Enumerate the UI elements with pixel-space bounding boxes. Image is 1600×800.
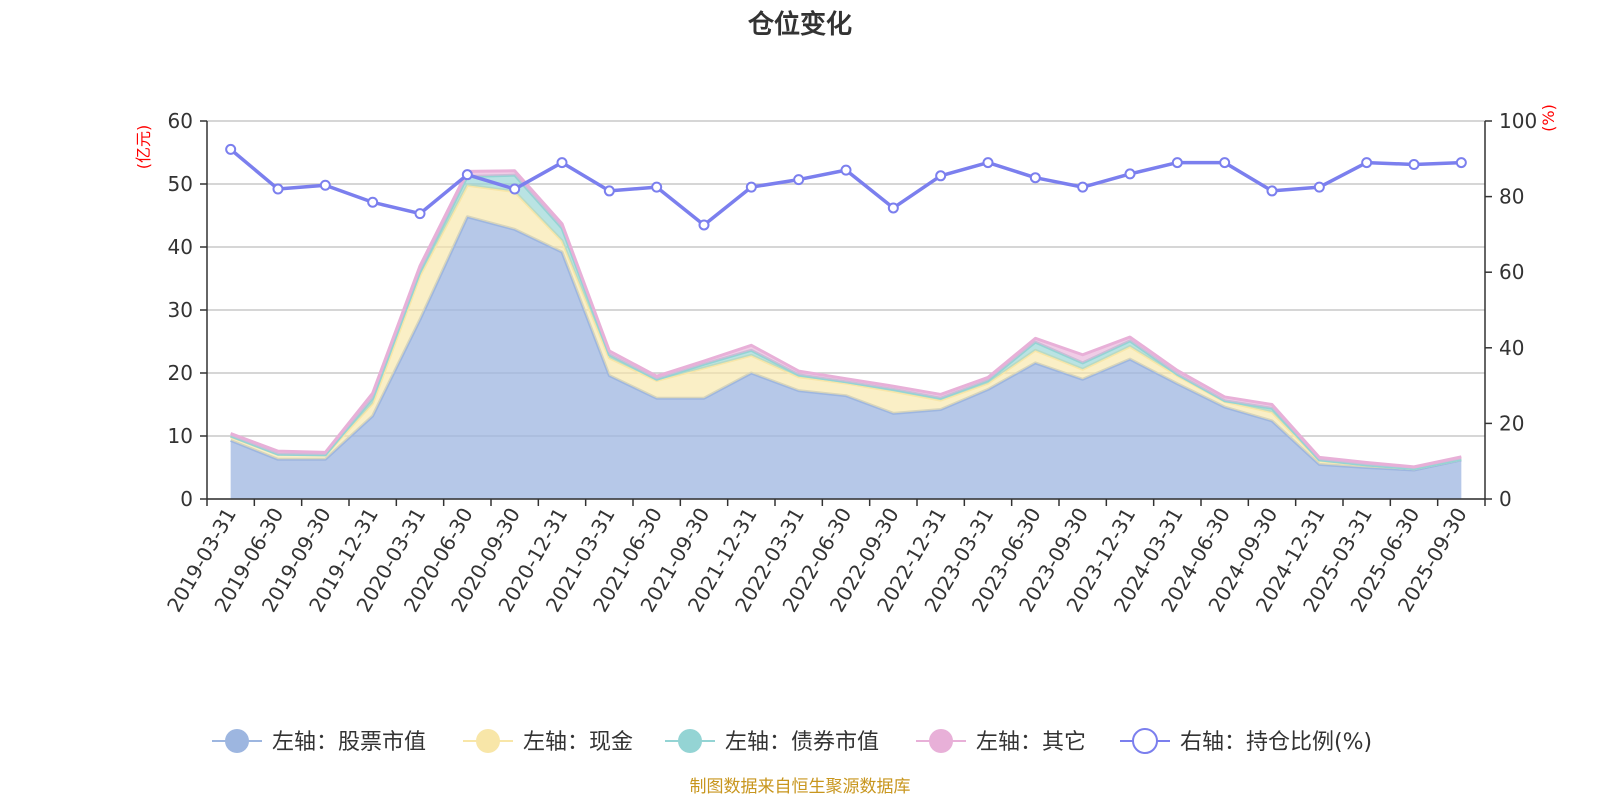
- legend-label: 左轴：股票市值: [272, 730, 426, 755]
- legend-marker: [678, 729, 702, 753]
- legend-label: 左轴：其它: [976, 730, 1086, 755]
- left-tick-label: 50: [168, 172, 193, 196]
- position-chart: 仓位变化 01020304050600204060801002019-03-31…: [0, 0, 1600, 800]
- legend-label: 右轴：持仓比例(%): [1180, 730, 1372, 755]
- right-tick-label: 0: [1499, 487, 1512, 511]
- ratio-point: [1126, 169, 1135, 178]
- left-tick-label: 30: [168, 298, 193, 322]
- left-tick-label: 40: [168, 235, 193, 259]
- area-1: [231, 217, 1462, 499]
- ratio-point: [416, 209, 425, 218]
- left-axis-unit: (亿元): [134, 125, 153, 170]
- ratio-point: [1268, 186, 1277, 195]
- ratio-point: [463, 170, 472, 179]
- ratio-point: [1220, 158, 1229, 167]
- left-tick-label: 10: [168, 424, 193, 448]
- right-tick-label: 60: [1499, 260, 1524, 284]
- ratio-point: [1457, 158, 1466, 167]
- ratio-point: [936, 171, 945, 180]
- left-tick-label: 0: [180, 487, 193, 511]
- ratio-point: [558, 158, 567, 167]
- holding-ratio-line: [226, 145, 1466, 230]
- ratio-point: [1315, 183, 1324, 192]
- ratio-point: [605, 186, 614, 195]
- ratio-point: [700, 220, 709, 229]
- axes: 01020304050600204060801002019-03-312019-…: [162, 109, 1537, 616]
- ratio-point: [368, 198, 377, 207]
- ratio-point: [226, 145, 235, 154]
- ratio-point: [1362, 158, 1371, 167]
- legend-marker: [929, 729, 953, 753]
- left-tick-label: 20: [168, 361, 193, 385]
- legend-label: 左轴：现金: [523, 730, 633, 755]
- right-axis-unit: (%): [1539, 104, 1558, 132]
- ratio-point: [1031, 173, 1040, 182]
- ratio-point: [652, 183, 661, 192]
- right-tick-label: 80: [1499, 185, 1524, 209]
- right-tick-label: 20: [1499, 411, 1524, 435]
- ratio-point: [794, 175, 803, 184]
- ratio-point: [984, 158, 993, 167]
- right-tick-label: 40: [1499, 336, 1524, 360]
- legend-label: 左轴：债券市值: [725, 730, 879, 755]
- ratio-point: [1173, 158, 1182, 167]
- ratio-point: [1410, 160, 1419, 169]
- ratio-point: [842, 166, 851, 175]
- legend-marker: [476, 729, 500, 753]
- chart-title: 仓位变化: [747, 9, 852, 40]
- legend-marker: [225, 729, 249, 753]
- ratio-point: [274, 185, 283, 194]
- data-source-note: 制图数据来自恒生聚源数据库: [690, 777, 911, 797]
- ratio-point: [1078, 183, 1087, 192]
- stacked-areas: [231, 171, 1462, 499]
- legend-marker: [1133, 729, 1157, 753]
- ratio-point: [889, 203, 898, 212]
- ratio-point: [321, 181, 330, 190]
- legend: 左轴：股票市值 左轴：现金 左轴：债券市值 左轴：其它 右轴：持仓比例(%): [212, 729, 1372, 755]
- left-tick-label: 60: [168, 109, 193, 133]
- ratio-point: [510, 185, 519, 194]
- right-tick-label: 100: [1499, 109, 1537, 133]
- ratio-point: [747, 183, 756, 192]
